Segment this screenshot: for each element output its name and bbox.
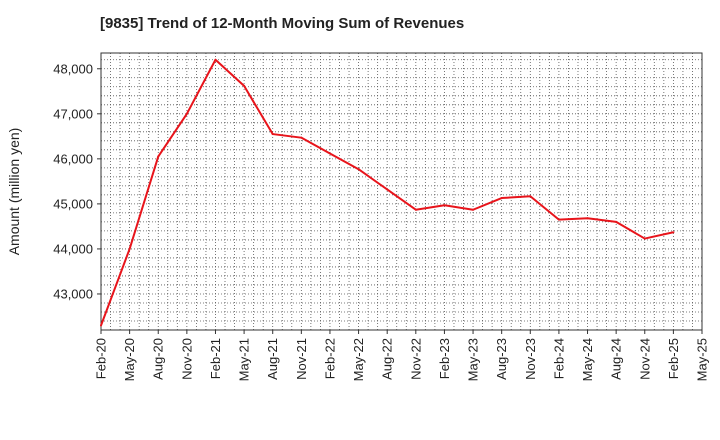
x-tick-label: May-21	[237, 338, 252, 381]
data-point	[414, 208, 417, 211]
x-tick-label: Aug-22	[380, 338, 395, 380]
data-point	[300, 136, 303, 139]
x-tick-label: May-23	[466, 338, 481, 381]
data-point	[185, 112, 188, 115]
plot-frame	[100, 52, 703, 331]
x-tick-label: Nov-20	[179, 338, 194, 380]
x-tick-label: Feb-22	[322, 338, 337, 379]
data-point	[128, 247, 131, 250]
y-tick-label: 46,000	[53, 151, 93, 166]
x-tick-label: Feb-20	[94, 338, 109, 379]
data-point	[328, 152, 331, 155]
x-tick-label: Nov-22	[408, 338, 423, 380]
x-tick-label: Aug-21	[265, 338, 280, 380]
data-point	[529, 195, 532, 198]
data-point	[357, 168, 360, 171]
x-tick-label: Feb-25	[666, 338, 681, 379]
y-tick-label: 47,000	[53, 106, 93, 121]
series-line-0	[100, 58, 674, 326]
x-tick-label: May-22	[351, 338, 366, 381]
x-tick-label: Aug-24	[609, 338, 624, 380]
chart-title: [9835] Trend of 12-Month Moving Sum of R…	[100, 15, 465, 32]
x-tick-label: May-25	[695, 338, 710, 381]
axes	[97, 52, 703, 334]
x-tick-label: Feb-24	[551, 338, 566, 379]
data-point	[243, 84, 246, 87]
data-point	[271, 133, 274, 136]
data-point	[557, 218, 560, 221]
data-point	[386, 188, 389, 191]
data-point	[443, 204, 446, 207]
data-point	[500, 197, 503, 200]
x-tick-label: Nov-24	[637, 338, 652, 380]
x-tick-label: Aug-20	[151, 338, 166, 380]
series-layer	[100, 58, 675, 327]
x-tick-label: Aug-23	[494, 338, 509, 380]
data-point	[214, 58, 217, 61]
data-point	[672, 231, 675, 234]
x-tick-label: Nov-23	[523, 338, 538, 380]
tick-labels: 43,000 44,000 45,000 46,000 47,000 48,000 Feb-…	[6, 61, 710, 381]
x-tick-label: May-24	[580, 338, 595, 381]
y-tick-label: 48,000	[53, 61, 93, 76]
x-tick-label: May-20	[122, 338, 137, 381]
x-tick-label: Feb-23	[437, 338, 452, 379]
data-point	[157, 155, 160, 158]
data-point	[100, 324, 102, 327]
y-tick-label: 44,000	[53, 241, 93, 256]
data-point	[615, 220, 618, 223]
x-tick-label: Feb-21	[208, 338, 223, 379]
data-point	[643, 237, 646, 240]
y-axis-label: Amount (million yen)	[6, 128, 22, 256]
y-tick-label: 45,000	[53, 196, 93, 211]
data-point	[586, 217, 589, 220]
y-tick-label: 43,000	[53, 286, 93, 301]
grid-lines	[101, 53, 702, 331]
x-tick-label: Nov-21	[294, 338, 309, 380]
data-point	[472, 208, 475, 211]
